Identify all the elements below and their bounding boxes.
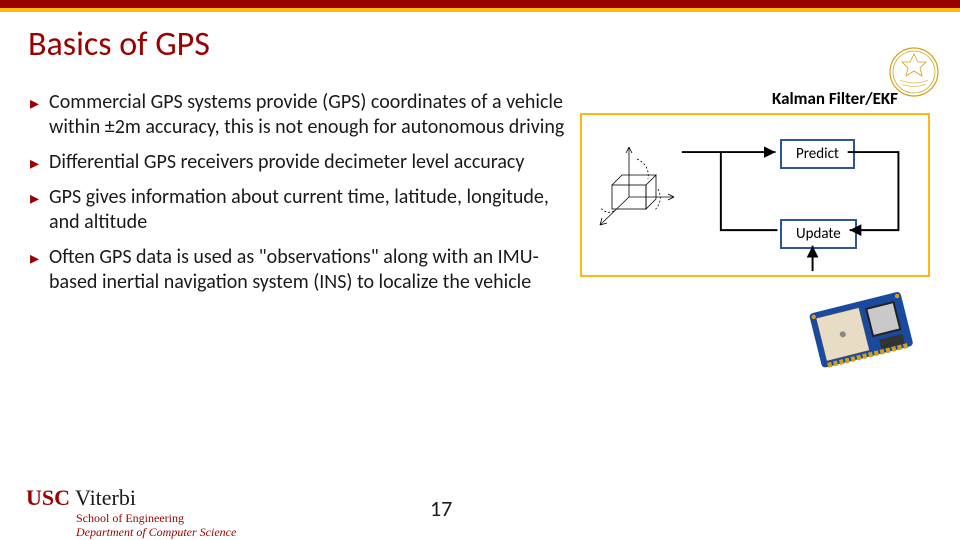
slide-title: Basics of GPS	[0, 12, 960, 79]
bullet-marker-icon: ▸	[30, 92, 39, 140]
bullet-text: Differential GPS receivers provide decim…	[49, 150, 524, 175]
bullet-item: ▸ GPS gives information about current ti…	[30, 185, 570, 235]
footer-line1: School of Engineering	[76, 511, 960, 525]
bullet-item: ▸ Differential GPS receivers provide dec…	[30, 150, 570, 175]
footer-line2: Department of Computer Science	[76, 525, 960, 539]
bullet-text: Commercial GPS systems provide (GPS) coo…	[49, 90, 570, 140]
diagram-label: Kalman Filter/EKF	[730, 88, 940, 109]
bullet-text: Often GPS data is used as "observations"…	[49, 245, 570, 295]
predict-box: Predict	[780, 139, 855, 169]
bullet-marker-icon: ▸	[30, 247, 39, 295]
bullet-marker-icon: ▸	[30, 152, 39, 175]
page-number: 17	[430, 495, 452, 522]
imu-axes-icon	[582, 135, 682, 255]
kalman-diagram-region: Kalman Filter/EKF	[580, 88, 940, 277]
bullet-marker-icon: ▸	[30, 187, 39, 235]
update-box: Update	[780, 219, 857, 249]
gps-module-icon	[790, 284, 930, 374]
viterbi-text: Viterbi	[75, 485, 136, 510]
bullet-text: GPS gives information about current time…	[49, 185, 570, 235]
usc-viterbi-logo: USC Viterbi	[26, 484, 960, 511]
footer: USC Viterbi School of Engineering Depart…	[0, 478, 960, 540]
kalman-frame: Predict Update	[580, 113, 930, 277]
bullet-list: ▸ Commercial GPS systems provide (GPS) c…	[30, 90, 570, 305]
bullet-item: ▸ Often GPS data is used as "observation…	[30, 245, 570, 295]
bullet-item: ▸ Commercial GPS systems provide (GPS) c…	[30, 90, 570, 140]
top-bar	[0, 0, 960, 8]
usc-text: USC	[26, 485, 70, 510]
